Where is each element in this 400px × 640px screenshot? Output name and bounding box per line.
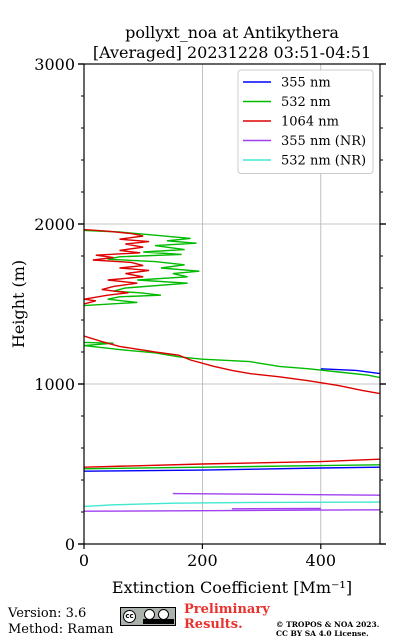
legend-label: 532 nm (281, 95, 331, 110)
x-tick-label: 400 (306, 551, 337, 570)
legend-label: 355 nm (NR) (281, 134, 366, 149)
axis-ticks: 0 200 400 0 1000 2000 3000 (34, 55, 386, 570)
cc-logo-icon: cc (123, 610, 136, 623)
cc-badge-bar (143, 619, 174, 624)
preliminary-text: Preliminary (184, 602, 270, 617)
version-text: Version: 3.6 (8, 606, 87, 621)
y-axis-label: Height (m) (9, 260, 28, 348)
y-tick-label: 1000 (34, 375, 75, 394)
legend-box (237, 69, 374, 174)
y-tick-label: 2000 (34, 215, 75, 234)
y-tick-label: 3000 (34, 55, 75, 74)
chart-subtitle: [Averaged] 20231228 03:51-04:51 (93, 43, 371, 62)
series-line (84, 501, 380, 508)
chart-title: pollyxt_noa at Antikythera (125, 23, 339, 42)
series-group (84, 228, 380, 512)
copyright-line-1: © TROPOS & NOA 2023. (276, 620, 380, 629)
x-tick-label: 200 (187, 551, 218, 570)
plot-frame (83, 63, 381, 545)
copyright-line-2: CC BY SA 4.0 License. (276, 629, 369, 638)
legend: 355 nm 532 nm 1064 nm 355 nm (NR) 532 nm (NR… (237, 69, 374, 174)
copyright-notice: © TROPOS & NOA 2023. CC BY SA 4.0 Licens… (276, 620, 379, 638)
legend-label: 355 nm (281, 76, 331, 91)
series-line (84, 228, 380, 468)
cc-license-badge: cc (120, 607, 176, 626)
results-text: Results. (184, 617, 243, 632)
series-line (84, 492, 380, 512)
legend-label: 532 nm (NR) (281, 154, 366, 169)
y-tick-label: 0 (65, 535, 75, 554)
series-line (84, 368, 380, 472)
preliminary-notice: Preliminary Results. (184, 602, 270, 632)
series-line (84, 229, 380, 470)
x-axis-label: Extinction Coefficient [Mm⁻¹] (112, 578, 352, 597)
version-info: Version: 3.6 Method: Raman (8, 606, 114, 638)
method-text: Method: Raman (8, 622, 114, 637)
legend-label: 1064 nm (281, 115, 339, 130)
x-tick-label: 0 (79, 551, 89, 570)
